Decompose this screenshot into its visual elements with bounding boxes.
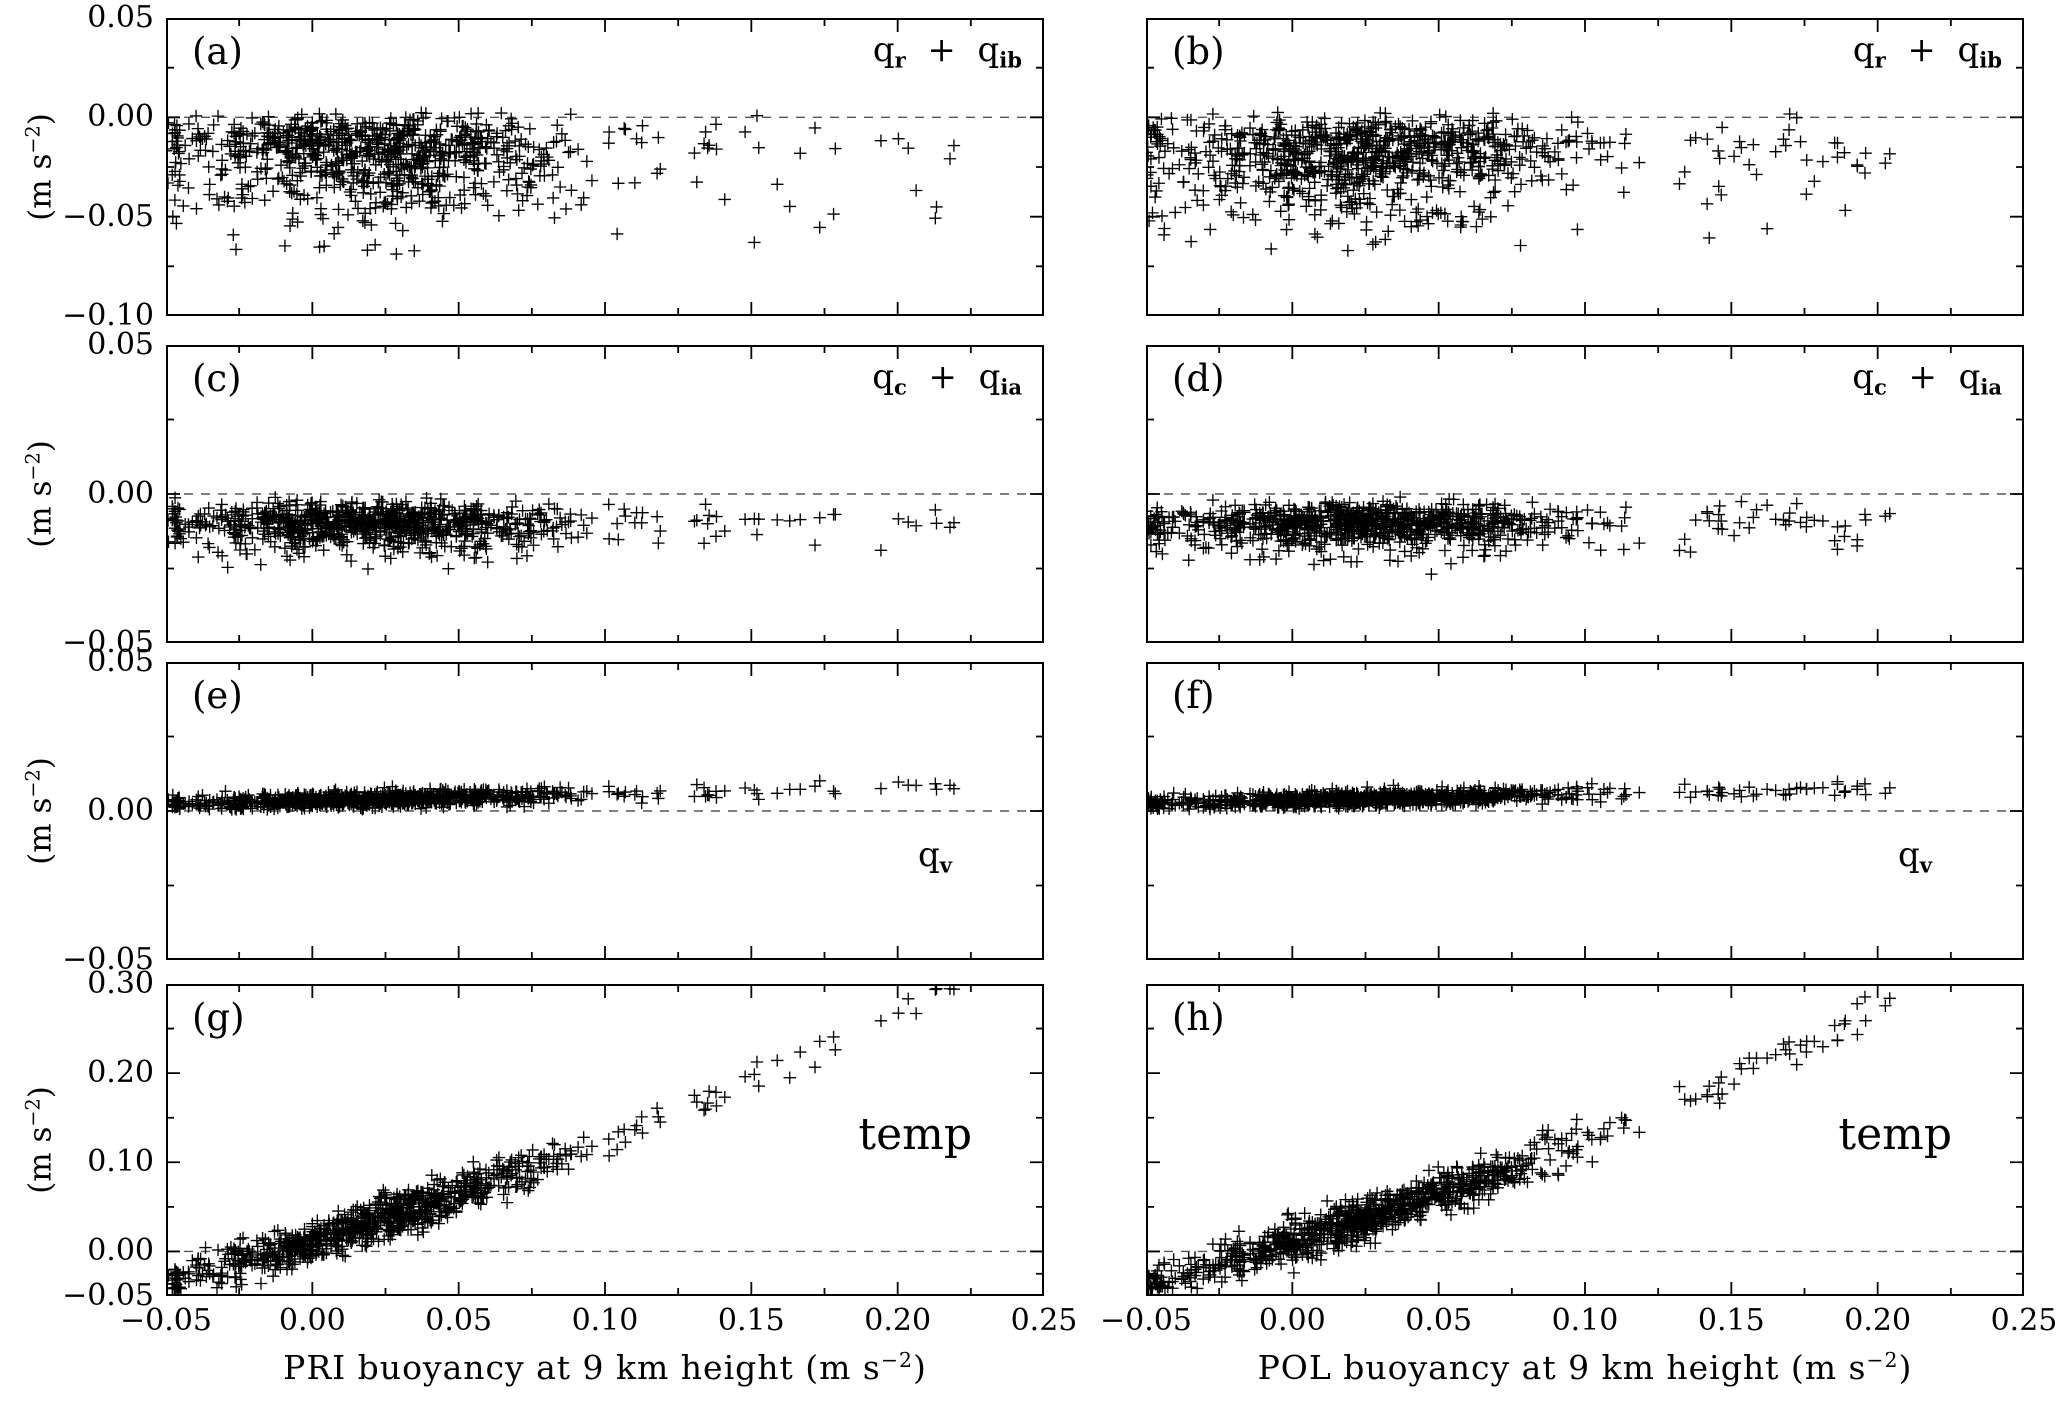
- panel-annotation: qr + qib: [1852, 30, 2002, 73]
- panel-a: (a) qr + qib: [166, 18, 1044, 316]
- y-tick-label: 0.00: [87, 99, 154, 135]
- panel-annotation: qv: [917, 834, 952, 878]
- panel-annotation: temp: [1838, 1108, 1952, 1160]
- y-tick-label: 0.10: [87, 1144, 154, 1180]
- y-tick-label: 0.00: [87, 1233, 154, 1269]
- panel-d-plot-canvas: [1146, 345, 2024, 643]
- panel-letter: (a): [192, 30, 243, 73]
- panel-c: (c) qc + qia: [166, 345, 1044, 643]
- panel-annotation: qc + qia: [1852, 357, 2002, 400]
- y-tick-label: 0.05: [87, 644, 154, 679]
- panel-annotation: qr + qib: [872, 30, 1022, 73]
- y-tick-label: 0.00: [87, 793, 154, 828]
- panel-c-plot-canvas: [166, 345, 1044, 643]
- x-tick-label: 0.10: [571, 1303, 639, 1338]
- x-tick-label: 0.10: [1551, 1303, 1619, 1338]
- y-tick-label: 0.20: [87, 1055, 154, 1091]
- x-tick-label: 0.20: [864, 1303, 932, 1338]
- y-tick-label: −0.05: [62, 942, 154, 977]
- panel-g: (g) temp: [166, 984, 1044, 1296]
- y-tick-label: 0.30: [87, 966, 154, 1001]
- panel-letter: (g): [192, 996, 245, 1039]
- y-tick-label: 0.00: [87, 476, 154, 511]
- panel-d: (d) qc + qia: [1146, 345, 2024, 643]
- panel-f: (f) qv: [1146, 662, 2024, 960]
- panel-g-plot-canvas: [166, 984, 1044, 1296]
- x-tick-label: −0.05: [1100, 1303, 1192, 1338]
- panel-h-plot-canvas: [1146, 984, 2024, 1296]
- panel-letter: (d): [1172, 357, 1225, 400]
- panel-letter: (c): [192, 357, 242, 400]
- panel-h: (h) temp: [1146, 984, 2024, 1296]
- x-tick-label: 0.05: [1405, 1303, 1473, 1338]
- panel-letter: (h): [1172, 996, 1225, 1039]
- panel-letter: (e): [192, 674, 243, 717]
- x-tick-label: −0.05: [120, 1303, 212, 1338]
- panel-annotation: temp: [858, 1108, 972, 1160]
- x-axis-label-pol: POL buoyancy at 9 km height (m s−2): [1257, 1348, 1913, 1387]
- panel-annotation: qc + qia: [872, 357, 1022, 400]
- y-tick-label: −0.05: [62, 1278, 154, 1313]
- panel-b: (b) qr + qib: [1146, 18, 2024, 316]
- panel-letter: (f): [1172, 674, 1215, 717]
- x-tick-label: 0.05: [425, 1303, 493, 1338]
- x-tick-label: 0.00: [278, 1303, 346, 1338]
- panel-e-plot-canvas: [166, 662, 1044, 960]
- y-tick-label: 0.05: [87, 0, 154, 35]
- panel-annotation: qv: [1897, 834, 1932, 878]
- x-axis-label-pri: PRI buoyancy at 9 km height (m s−2): [283, 1348, 927, 1387]
- panel-a-plot-canvas: [166, 18, 1044, 316]
- x-tick-label: 0.15: [717, 1303, 785, 1338]
- x-tick-label: 0.00: [1258, 1303, 1326, 1338]
- y-tick-label: −0.10: [62, 298, 154, 333]
- panel-b-plot-canvas: [1146, 18, 2024, 316]
- y-tick-label: 0.05: [87, 327, 154, 362]
- x-tick-label: 0.25: [1990, 1303, 2058, 1338]
- panel-f-plot-canvas: [1146, 662, 2024, 960]
- y-tick-label: −0.05: [62, 198, 154, 234]
- x-tick-label: 0.15: [1697, 1303, 1765, 1338]
- y-tick-label: −0.05: [62, 625, 154, 660]
- panel-letter: (b): [1172, 30, 1225, 73]
- panel-e: (e) qv: [166, 662, 1044, 960]
- x-tick-label: 0.20: [1844, 1303, 1912, 1338]
- x-tick-label: 0.25: [1010, 1303, 1078, 1338]
